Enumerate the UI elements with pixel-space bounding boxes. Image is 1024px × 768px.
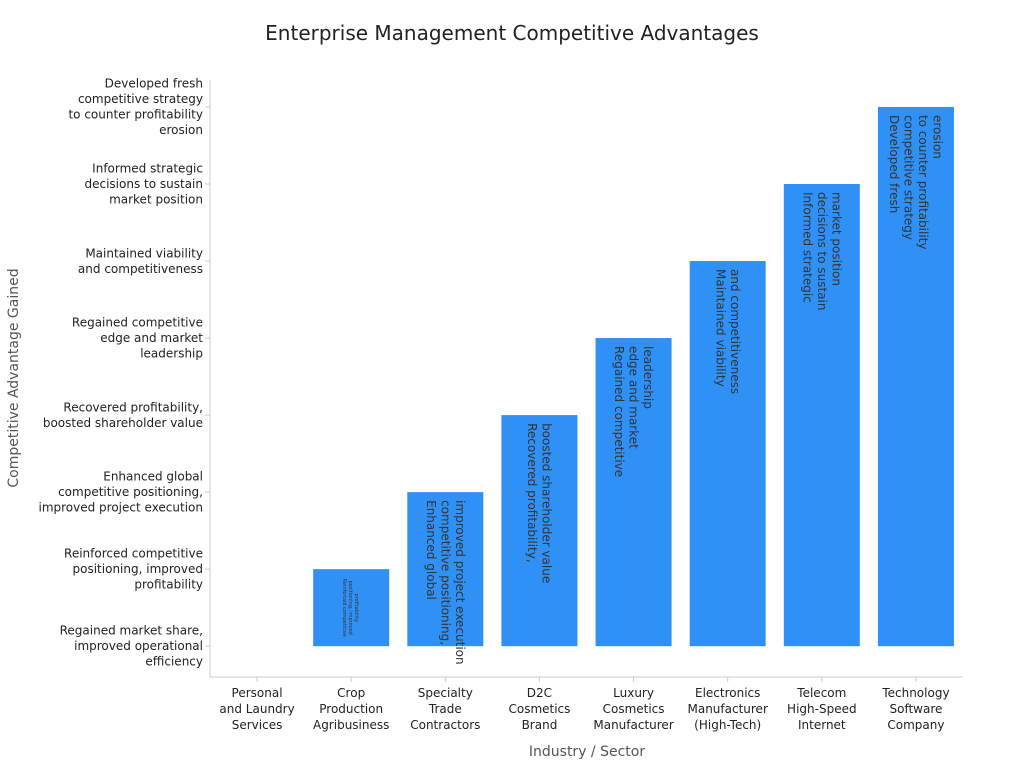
bar [877,106,954,647]
bar [313,569,390,647]
y-tick-label: Developed fresh competitive strategy to co… [68,77,203,138]
y-axis-title: Competitive Advantage Gained [6,268,22,487]
x-tick-label: Electronics Manufacturer (High-Tech) [687,686,767,732]
x-tick-label: Specialty Trade Contractors [410,686,480,732]
bar [501,415,578,647]
bar [783,183,860,647]
x-tick-label: Personal and Laundry Services [219,686,294,732]
x-axis-ticks: Personal and Laundry Services Crop Productio… [219,677,950,732]
bar-label: Recovered profitability,boosted sharehol… [525,423,554,583]
bar-label: Developed freshcompetitive strategyto co… [887,115,945,250]
y-axis-ticks: Regained market share, improved operation… [38,77,210,669]
bar-label: Maintained viabilityand competitiveness [713,269,742,394]
x-tick-label: Technology Software Company [881,686,949,732]
y-tick-label: Reinforced competitive positioning, impro… [64,547,203,592]
x-tick-label: Telecom High-Speed Internet [787,686,857,732]
x-tick-label: D2C Cosmetics Brand [508,686,570,732]
chart-title: Enterprise Management Competitive Advant… [265,21,759,45]
bar-label: Reinforced competitivepositioning, impro… [341,579,359,637]
x-tick-label: Crop Production Agribusiness [313,686,389,732]
y-tick-label: Informed strategic decisions to sustain ma… [85,161,204,206]
bar [689,261,766,647]
bar-label: Enhanced globalcompetitive positioning,i… [424,500,467,665]
y-tick-label: Regained market share, improved operation… [60,624,203,669]
y-tick-label: Recovered profitability, boosted sharehol… [43,400,203,430]
bar [407,492,484,647]
x-tick-label: Luxury Cosmetics Manufacturer [593,686,673,732]
y-tick-label: Enhanced global competitive positioning, i… [38,470,203,515]
x-axis-title: Industry / Sector [529,744,645,760]
bar-label: Informed strategicdecisions to sustainma… [800,192,843,310]
bar [595,338,672,647]
y-tick-label: Maintained viability and competitiveness [78,246,203,276]
bar-label: Regained competitiveedge and marketleade… [612,346,655,477]
bar-labels-group: Reinforced competitivepositioning, impro… [341,115,945,665]
bars-group [313,106,954,647]
y-tick-label: Regained competitive edge and market leade… [72,316,203,361]
